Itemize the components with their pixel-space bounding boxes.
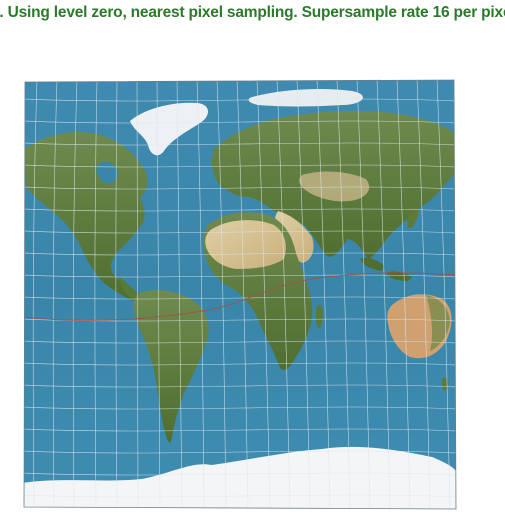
- equator-line: [24, 272, 456, 321]
- australia-green: [426, 295, 450, 351]
- central-asia-desert: [299, 171, 370, 202]
- indonesia: [360, 257, 412, 281]
- world-map-svg: [23, 79, 457, 510]
- central-america: [118, 275, 142, 303]
- map-border: [23, 79, 457, 510]
- world-map-image: [22, 79, 457, 511]
- japan: [407, 206, 419, 229]
- graticule: [32, 80, 451, 509]
- caption-text: 0. Using level zero, nearest pixel sampl…: [0, 4, 505, 21]
- south-america: [133, 290, 209, 443]
- hudson-bay: [96, 161, 118, 184]
- greenland: [130, 102, 208, 156]
- graticule-parallels: [24, 98, 456, 498]
- middle-east-desert: [275, 211, 314, 263]
- arctic-ice: [248, 89, 363, 107]
- madagascar: [316, 304, 323, 328]
- sahara-desert: [205, 220, 286, 269]
